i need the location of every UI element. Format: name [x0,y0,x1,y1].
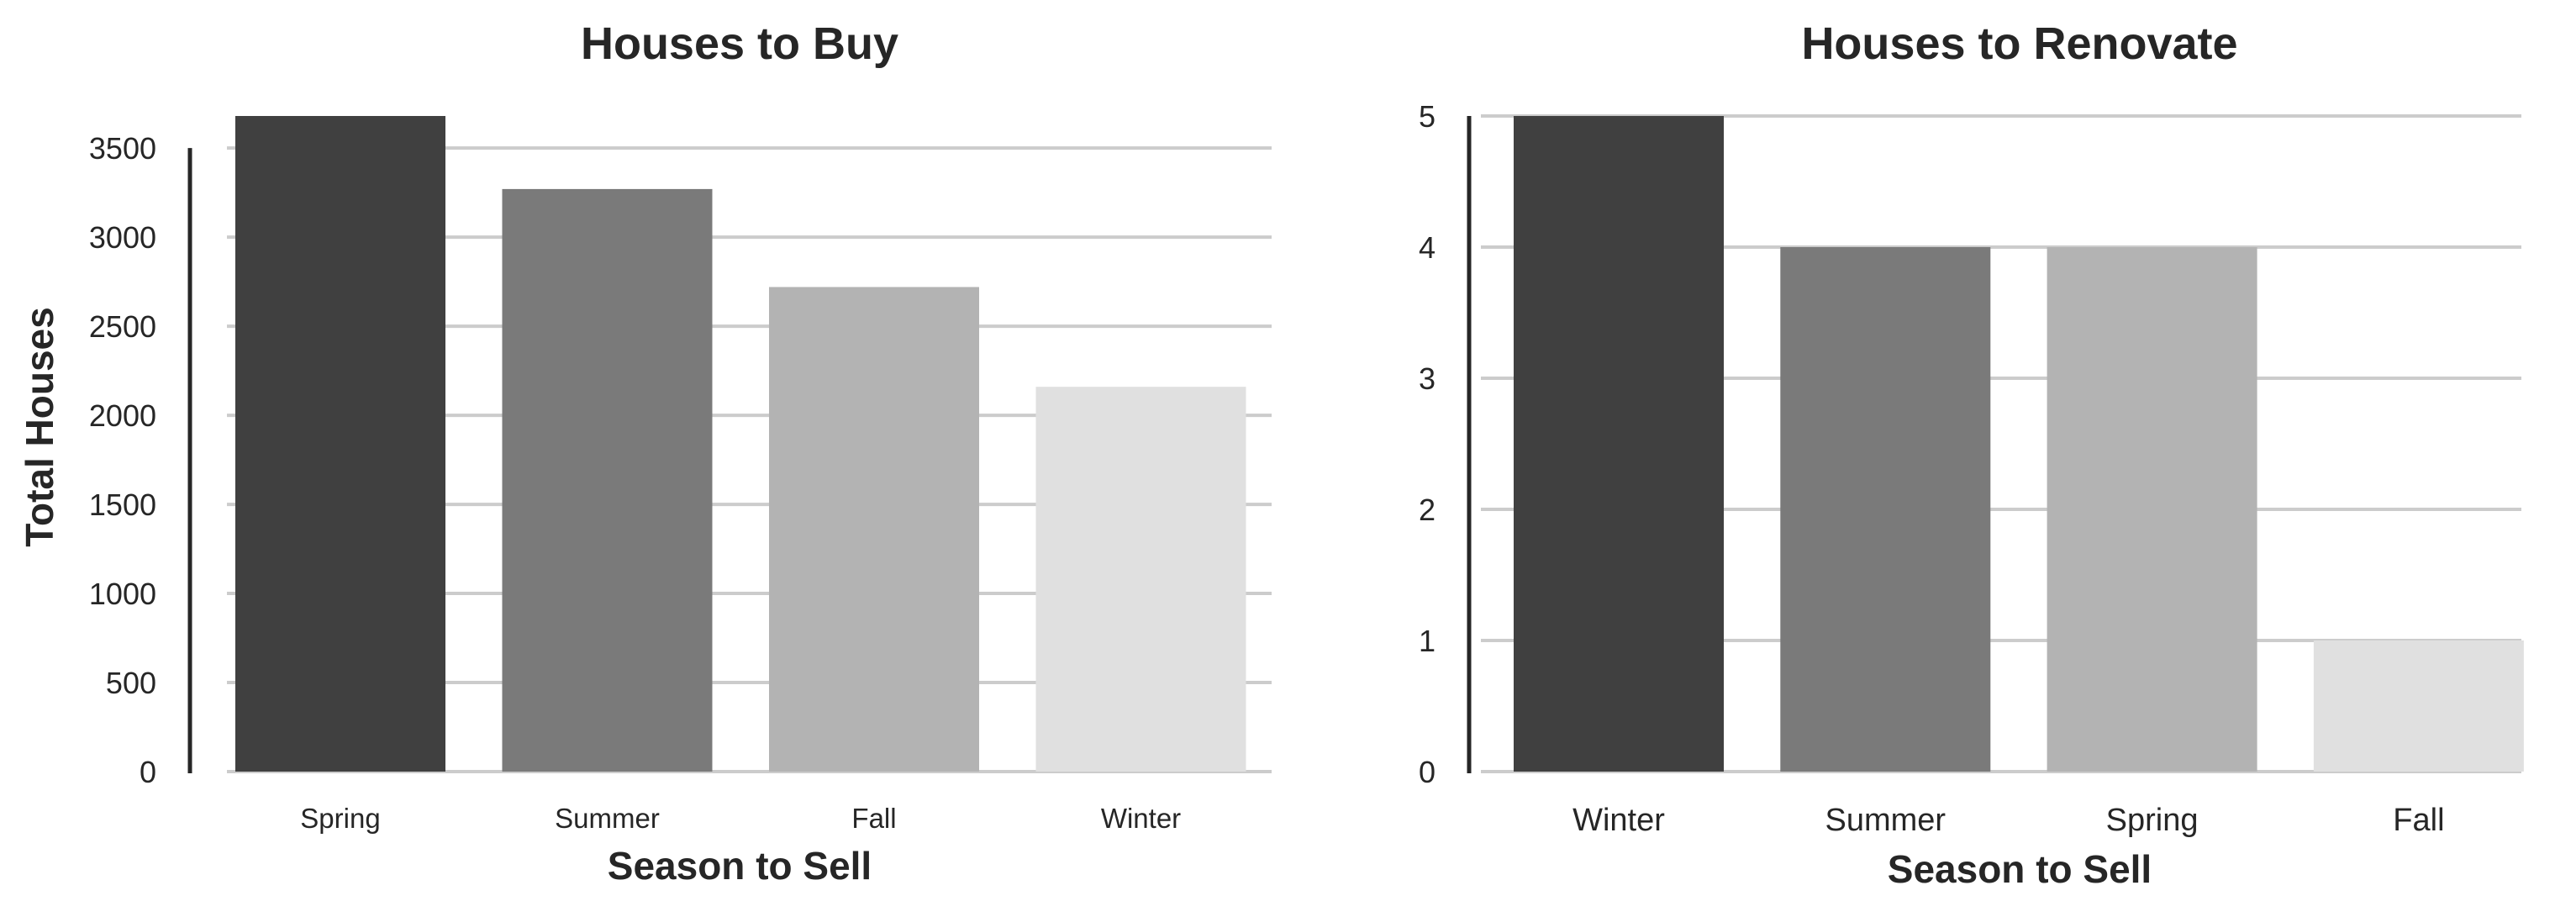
y-tick-label: 1500 [89,487,156,522]
y-tick-label: 3 [1419,361,1436,396]
houses-to-renovate-panel: 0 1 2 3 4 5 Winter Summer Spring Fall Houses to … [1419,18,2524,891]
y-tick-label: 1000 [89,577,156,611]
chart-title: Houses to Renovate [1801,18,2237,69]
y-tick-label: 500 [106,666,156,700]
y-tick-label: 2 [1419,493,1436,527]
x-axis-label: Season to Sell [608,844,872,888]
x-tick-label: Summer [555,803,660,834]
bar-winter [1035,387,1246,772]
x-tick-label: Winter [1101,803,1181,834]
x-tick-label: Fall [851,803,896,834]
x-tick-label: Spring [2106,803,2199,838]
x-tick-label: Spring [300,803,380,834]
y-tick-label: 0 [140,755,156,789]
y-tick-label: 5 [1419,99,1436,134]
y-tick-label: 3000 [89,220,156,255]
bar-summer [1780,247,1991,772]
houses-to-buy-panel: 0 500 1000 1500 2000 2500 3000 3500 Spring Summe… [18,18,1272,888]
chart-title: Houses to Buy [581,18,898,69]
y-tick-label: 4 [1419,230,1436,265]
bar-spring [2047,247,2257,772]
y-tick-label: 2000 [89,398,156,433]
y-axis-label: Total Houses [18,307,61,546]
y-tick-label: 2500 [89,309,156,344]
bar-summer [502,188,713,772]
bar-fall [769,287,979,772]
x-tick-label: Fall [2393,803,2444,838]
bar-winter [1514,116,1724,772]
bar-spring [235,116,445,772]
y-tick-label: 0 [1419,755,1436,789]
y-tick-label: 3500 [89,131,156,166]
bar-fall [2313,640,2524,772]
y-tick-label: 1 [1419,624,1436,658]
x-tick-label: Summer [1825,803,1946,838]
x-axis-label: Season to Sell [1888,847,2152,891]
x-tick-label: Winter [1572,803,1665,838]
